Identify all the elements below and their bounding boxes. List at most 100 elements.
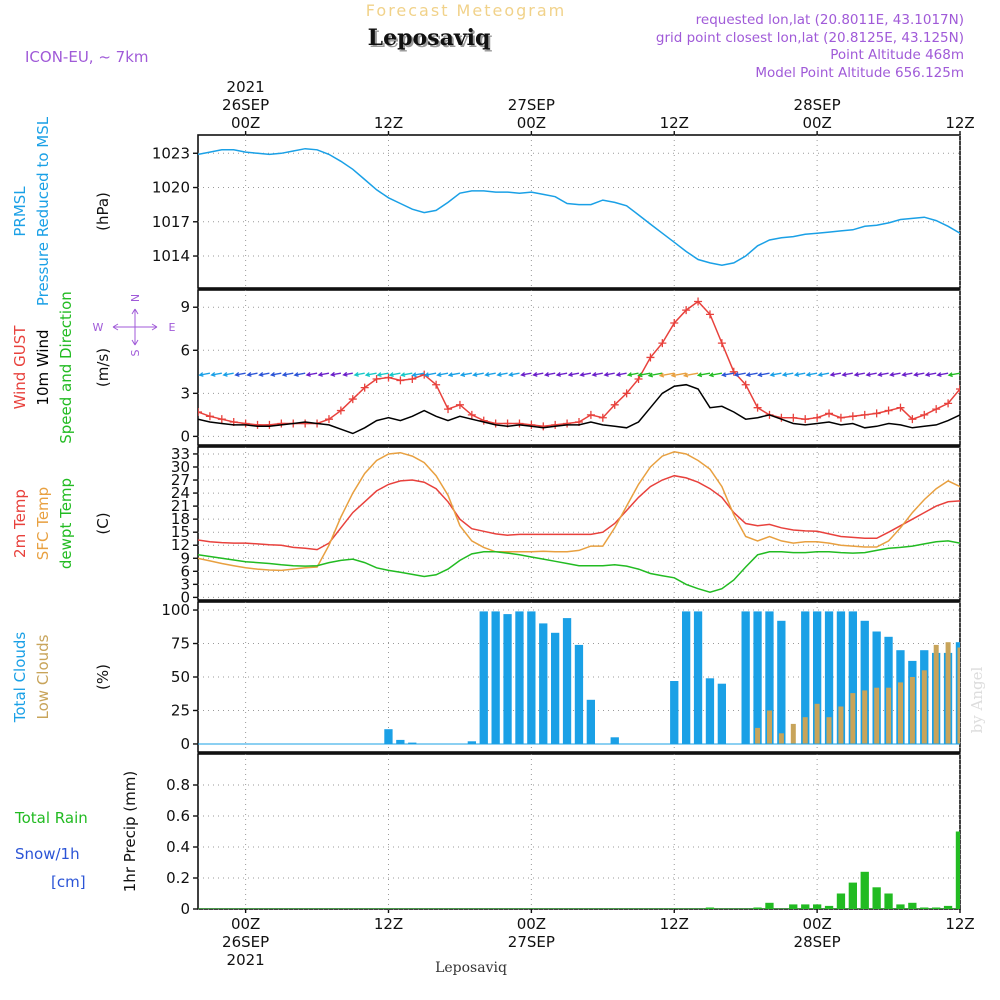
gust-marker <box>789 413 798 422</box>
wind-direction-arrow <box>972 373 984 377</box>
pressure-unit-label: (hPa) <box>94 192 112 231</box>
wind-direction-arrow <box>733 372 746 378</box>
gust-marker <box>896 403 905 412</box>
pressure-ytick-label: 1017 <box>152 213 190 231</box>
point-altitude: Point Altitude 468m <box>830 47 964 63</box>
gust-marker <box>586 410 595 419</box>
temperature-ytick-label: 24 <box>171 484 190 502</box>
gust-marker <box>872 409 881 418</box>
model-altitude: Model Point Altitude 656.125m <box>755 65 964 81</box>
clouds-bar <box>836 611 846 744</box>
clouds-ytick-label: 0 <box>180 735 190 753</box>
temperature-ytick-label: 9 <box>180 549 190 567</box>
bottom-tick-label: 12Z <box>945 915 974 933</box>
precip-bar <box>980 836 988 909</box>
precip-unit-label: 1hr Precip (mm) <box>121 771 139 892</box>
wind-direction-arrow <box>436 372 449 378</box>
watermark: by Angel <box>968 666 986 733</box>
wind-direction-arrow <box>388 372 401 378</box>
precip-title-line: Snow/1h <box>15 845 80 863</box>
wind-direction-arrow <box>555 371 568 377</box>
gust-marker <box>980 361 988 369</box>
wind-ytick-label: 6 <box>180 341 190 359</box>
gust-marker <box>277 419 286 428</box>
model-label: ICON-EU, ~ 7km <box>25 48 149 66</box>
wind-title-line: Speed and Direction <box>57 291 75 444</box>
gust-marker <box>717 339 726 348</box>
clouds-bar <box>824 611 834 744</box>
clouds-panel: 0 25 50 75 100 (%) Total Clouds Low Clouds <box>11 601 960 753</box>
wind-ytick-label: 9 <box>180 298 190 316</box>
gust-marker <box>563 419 572 428</box>
precip-bar <box>801 904 810 909</box>
wind-direction-arrow <box>626 372 639 377</box>
top-tick-label: 12Z <box>660 114 689 132</box>
clouds-bar <box>886 687 892 744</box>
temperature-ytick-label: 21 <box>171 497 190 515</box>
clouds-bar <box>814 703 820 744</box>
wind-direction-arrow <box>983 373 996 377</box>
temperature-ytick-label: 15 <box>171 523 190 541</box>
wind-direction-arrow <box>647 372 663 378</box>
wind-title-line: Wind GUST <box>11 325 29 410</box>
clouds-bar <box>860 620 869 744</box>
gust-marker <box>753 403 762 412</box>
clouds-bar <box>467 741 476 744</box>
bottom-tick-label: 27SEP <box>508 933 555 951</box>
wind-direction-arrow <box>615 371 627 377</box>
precip-ytick-label: 0.4 <box>166 838 190 856</box>
temperature-ytick-label: 33 <box>171 445 190 463</box>
clouds-bar <box>610 737 619 744</box>
precip-bar <box>765 902 774 909</box>
wind-direction-arrow <box>198 373 199 374</box>
gust-marker <box>968 381 976 389</box>
temperature-ytick-label: 6 <box>180 562 190 580</box>
gust-marker <box>539 422 548 431</box>
wind-direction-arrow <box>637 372 651 378</box>
clouds-bar <box>765 611 774 744</box>
gust-marker <box>360 383 369 392</box>
clouds-bar <box>848 611 857 744</box>
clouds-bar <box>408 742 417 744</box>
clouds-bar <box>838 706 844 744</box>
top-tick-label: 00Z <box>517 114 546 132</box>
footer-location: Leposaviq <box>435 960 507 976</box>
top-tick-label: 00Z <box>231 114 260 132</box>
gust-marker <box>455 400 464 409</box>
clouds-bar <box>515 611 524 744</box>
pressure-ytick-label: 1023 <box>152 144 190 162</box>
gust-marker <box>515 419 524 428</box>
bottom-tick-label: 00Z <box>802 915 831 933</box>
gust-marker <box>801 415 810 424</box>
temperature-plot-area <box>198 451 960 593</box>
bottom-tick-label: 12Z <box>374 915 403 933</box>
precip-bar <box>824 905 834 909</box>
gust-marker <box>444 405 453 414</box>
clouds-ytick-label: 100 <box>161 601 190 619</box>
gust-marker <box>944 399 953 408</box>
location-title-front: Leposaviq <box>368 25 491 51</box>
gust-marker <box>884 406 893 415</box>
clouds-bar <box>717 683 726 744</box>
wind-panel: 0 3 6 9 (m/s) Wind GUST 10m Wind Speed and Dire… <box>11 291 996 445</box>
clouds-bar <box>802 717 808 744</box>
clouds-bar <box>933 644 939 744</box>
wind-direction-arrow <box>258 371 270 377</box>
compass-ns-arrow <box>131 308 139 346</box>
precip-bar <box>872 887 881 909</box>
clouds-bar <box>850 693 856 744</box>
temperature-ytick-label: 3 <box>180 575 190 593</box>
precip-bar <box>884 893 893 909</box>
clouds-bar <box>670 681 679 744</box>
clouds-bar <box>801 611 810 744</box>
gust-marker <box>860 410 869 419</box>
clouds-bar <box>741 611 750 744</box>
precip-ytick-label: 0.6 <box>166 807 190 825</box>
pressure-plot-area <box>198 147 960 266</box>
top-tick-label: 12Z <box>374 114 403 132</box>
wind-plot-area <box>198 297 996 435</box>
wind-direction-arrow <box>793 371 806 377</box>
gust-marker <box>324 415 333 424</box>
